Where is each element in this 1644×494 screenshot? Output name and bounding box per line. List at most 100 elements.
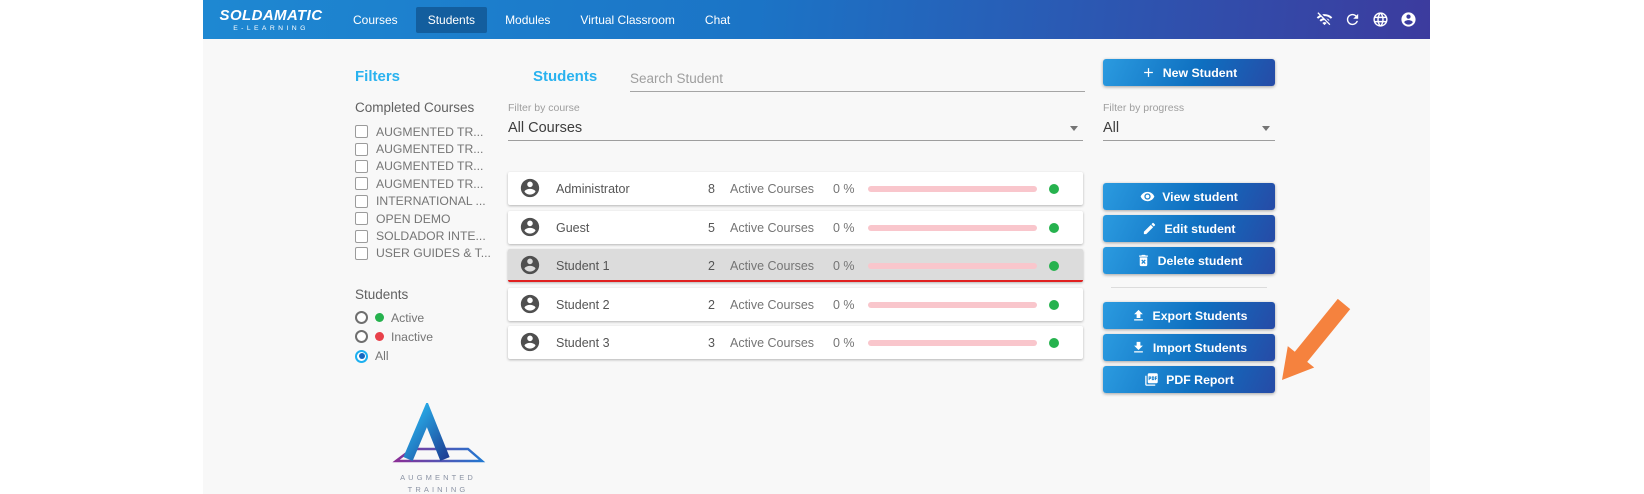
person-icon [520, 294, 540, 314]
top-navbar: SOLDAMATIC E-LEARNING Courses Students Mod… [203, 0, 1430, 39]
active-courses-count: 2 [708, 259, 715, 273]
radio-icon[interactable] [355, 349, 368, 363]
refresh-icon[interactable] [1344, 11, 1361, 28]
avatar [519, 177, 541, 199]
account-icon[interactable] [1400, 11, 1417, 28]
checkbox-icon[interactable] [355, 246, 368, 260]
brand-subtitle: E-LEARNING [233, 24, 309, 32]
nav-item-chat[interactable]: Chat [704, 12, 731, 27]
radio-icon[interactable] [355, 311, 368, 325]
nav-item-students[interactable]: Students [415, 6, 488, 33]
edit-student-button[interactable]: Edit student [1103, 215, 1275, 242]
course-filter-option-3[interactable]: AUGMENTED TR... [355, 175, 491, 192]
globe-icon [1373, 12, 1388, 27]
nav-icons [1316, 11, 1417, 28]
wifi-off-icon[interactable] [1316, 11, 1333, 28]
radio-icon[interactable] [355, 330, 368, 344]
student-row-student-3[interactable]: Student 3 3 Active Courses 0 % [508, 326, 1083, 359]
course-filter-option-7[interactable]: USER GUIDES & T... [355, 245, 491, 262]
pdf-report-button[interactable]: PDF Report [1103, 366, 1275, 393]
course-filter-label: Filter by course [508, 102, 580, 114]
student-status-list: Active Inactive All [355, 308, 433, 366]
checkbox-icon[interactable] [355, 159, 368, 173]
search-input[interactable] [630, 66, 1085, 92]
trash-icon [1138, 254, 1148, 267]
chevron-down-icon [1262, 126, 1270, 131]
download-icon [1133, 341, 1143, 353]
export-students-button[interactable]: Export Students [1103, 302, 1275, 329]
new-student-button[interactable]: New Student [1103, 59, 1275, 86]
student-name: Student 1 [556, 259, 610, 273]
progress-bar [868, 224, 1037, 231]
progress-bar [868, 185, 1037, 192]
student-name: Administrator [556, 182, 630, 196]
active-courses-label: Active Courses [730, 259, 815, 273]
brand-title: SOLDAMATIC [219, 6, 323, 24]
student-name: Student 2 [556, 298, 610, 312]
status-radio-all[interactable]: All [355, 347, 433, 366]
course-filter-option-label: INTERNATIONAL ... [376, 194, 486, 209]
active-courses-count: 3 [708, 336, 715, 350]
progress-filter-select[interactable]: All [1103, 116, 1275, 141]
status-dot [1049, 260, 1059, 271]
status-dot [1049, 183, 1059, 194]
student-row-guest[interactable]: Guest 5 Active Courses 0 % [508, 211, 1083, 244]
course-filter-option-5[interactable]: OPEN DEMO [355, 210, 491, 227]
brand-logo[interactable]: SOLDAMATIC E-LEARNING [217, 8, 325, 32]
progress-percent: 0 % [833, 336, 855, 350]
checkbox-icon[interactable] [355, 125, 368, 139]
plus-icon [1143, 68, 1153, 77]
augmented-training-logo: AUGMENTED TRAINING [371, 400, 505, 494]
course-filter-option-1[interactable]: AUGMENTED TR... [355, 140, 491, 157]
delete-student-button[interactable]: Delete student [1103, 247, 1275, 274]
checkbox-icon[interactable] [355, 212, 368, 226]
nav-item-virtual-classroom[interactable]: Virtual Classroom [580, 12, 675, 27]
course-filter-option-label: AUGMENTED TR... [376, 159, 484, 174]
checkbox-icon[interactable] [355, 194, 368, 208]
status-radio-label: All [375, 349, 389, 364]
status-dot [1049, 222, 1059, 233]
student-name: Guest [556, 221, 590, 235]
checkbox-icon[interactable] [355, 177, 368, 191]
avatar [519, 331, 541, 353]
course-filter-option-4[interactable]: INTERNATIONAL ... [355, 193, 491, 210]
view-student-button[interactable]: View student [1103, 183, 1275, 210]
course-filter-option-2[interactable]: AUGMENTED TR... [355, 158, 491, 175]
progress-percent: 0 % [833, 259, 855, 273]
course-filter-select[interactable]: All Courses [508, 116, 1083, 141]
nav-item-courses[interactable]: Courses [353, 12, 398, 27]
course-filter-option-0[interactable]: AUGMENTED TR... [355, 123, 491, 140]
course-filter-option-label: SOLDADOR INTE... [376, 229, 486, 244]
progress-percent: 0 % [833, 221, 855, 235]
nav-item-modules[interactable]: Modules [505, 12, 551, 27]
course-filter-value: All Courses [508, 120, 583, 136]
person-icon [520, 255, 540, 275]
course-filter-option-label: AUGMENTED TR... [376, 142, 484, 157]
checkbox-icon[interactable] [355, 142, 368, 156]
course-filter-option-label: AUGMENTED TR... [376, 124, 484, 139]
status-radio-inactive[interactable]: Inactive [355, 327, 433, 346]
student-row-administrator[interactable]: Administrator 8 Active Courses 0 % [508, 172, 1083, 205]
page-title: Students [533, 68, 598, 85]
status-dot [375, 313, 384, 323]
active-courses-label: Active Courses [730, 298, 815, 312]
globe-icon[interactable] [1372, 11, 1389, 28]
upload-icon [1133, 309, 1143, 321]
status-radio-active[interactable]: Active [355, 308, 433, 327]
active-courses-count: 2 [708, 298, 715, 312]
course-filter-option-6[interactable]: SOLDADOR INTE... [355, 227, 491, 244]
status-radio-label: Active [391, 310, 425, 325]
student-row-student-1[interactable]: Student 1 2 Active Courses 0 % [508, 249, 1083, 282]
status-dot [1049, 337, 1059, 348]
student-row-student-2[interactable]: Student 2 2 Active Courses 0 % [508, 288, 1083, 321]
filters-title: Filters [355, 68, 401, 85]
checkbox-icon[interactable] [355, 229, 368, 243]
progress-filter-value: All [1103, 120, 1120, 136]
progress-filter-label: Filter by progress [1103, 102, 1185, 114]
import-students-button[interactable]: Import Students [1103, 334, 1275, 361]
avatar [519, 293, 541, 315]
progress-percent: 0 % [833, 298, 855, 312]
course-filter-option-label: USER GUIDES & T... [376, 246, 491, 261]
students-filter-label: Students [355, 287, 409, 302]
status-dot [1049, 299, 1059, 310]
